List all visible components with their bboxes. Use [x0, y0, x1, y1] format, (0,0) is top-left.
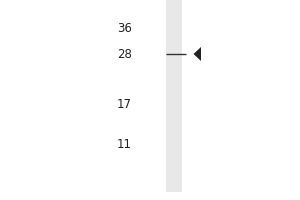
Text: 28: 28: [117, 47, 132, 60]
Bar: [166, 0, 182, 192]
Polygon shape: [194, 47, 201, 61]
Text: 11: 11: [117, 138, 132, 150]
Text: 17: 17: [117, 98, 132, 110]
Text: 36: 36: [117, 21, 132, 34]
